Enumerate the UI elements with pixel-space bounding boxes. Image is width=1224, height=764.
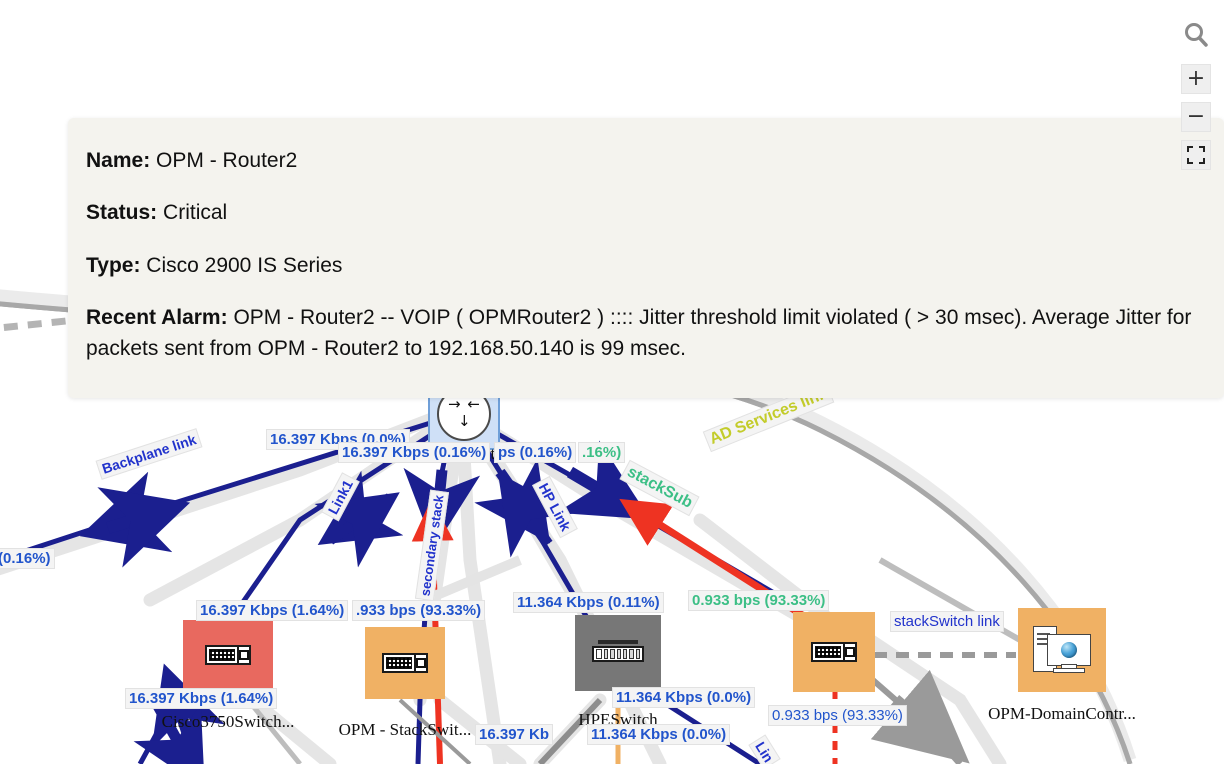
traffic-label-hpe-top[interactable]: 11.364 Kbps (0.11%) [513, 592, 664, 613]
traffic-label-center-b[interactable]: ps (0.16%) [494, 442, 577, 463]
fit-to-screen-button[interactable] [1181, 140, 1211, 170]
node-hpeswitch-box[interactable] [575, 615, 661, 691]
node-domaincontroller[interactable]: OPM-DomainContr... [988, 608, 1136, 723]
traffic-label-hpe-bottom[interactable]: 11.364 Kbps (0.0%) [587, 724, 731, 745]
traffic-label-center-a[interactable]: 16.397 Kbps (0.16%) [338, 442, 491, 463]
traffic-label-hpe-mid[interactable]: 11.364 Kbps (0.0%) [612, 687, 756, 708]
node-hpeswitch[interactable]: HPESwitch [575, 615, 661, 729]
traffic-label-switch1[interactable]: 16.397 Kbps (1.64%) [196, 600, 349, 621]
node-cisco3750-box[interactable] [183, 620, 273, 690]
node-stackswitch1-label: OPM - StackSwit... [338, 720, 472, 739]
node-stackswitch1-box[interactable] [365, 627, 445, 699]
node-cisco3750-label: Cisco3750Switch... [161, 712, 295, 731]
switch-icon [811, 642, 857, 662]
details-row-alarm: Recent Alarm: OPM - Router2 -- VOIP ( OP… [86, 303, 1198, 364]
map-toolbar: + − [1176, 14, 1216, 170]
details-row-name: Name: OPM - Router2 [86, 146, 1198, 176]
node-domaincontroller-box[interactable] [1018, 608, 1106, 692]
zoom-out-button[interactable]: − [1181, 102, 1211, 132]
zoom-in-button[interactable]: + [1181, 64, 1211, 94]
search-button[interactable] [1176, 14, 1216, 56]
link-hpe-gray[interactable] [537, 697, 603, 764]
device-details-panel: Name: OPM - Router2 Status: Critical Typ… [68, 118, 1224, 398]
traffic-label-left-edge[interactable]: (0.16%) [0, 548, 55, 569]
switch-icon [205, 645, 251, 665]
node-stackswitch2-box[interactable] [793, 612, 875, 692]
traffic-label-stack2-bottom[interactable]: 0.933 bps (93.33%) [768, 705, 907, 726]
domain-controller-icon [1033, 626, 1091, 674]
details-row-status: Status: Critical [86, 198, 1198, 228]
details-alarm-value: OPM - Router2 -- VOIP ( OPMRouter2 ) :::… [86, 306, 1192, 360]
traffic-label-switch1b[interactable]: .933 bps (93.33%) [352, 600, 486, 621]
link-stack1-gray[interactable] [398, 698, 472, 764]
switch-icon [382, 653, 428, 673]
details-alarm-key: Recent Alarm: [86, 306, 228, 330]
search-icon [1185, 23, 1208, 47]
details-name-key: Name: [86, 149, 151, 172]
node-stackswitch2[interactable]: OPM-StackSwit... [772, 612, 896, 725]
node-stackswitch1[interactable]: OPM - StackSwit... [339, 627, 471, 739]
zoom-out-label: − [1186, 104, 1206, 129]
link-backplane-arrow-in [97, 487, 191, 568]
link-hp-arrow-b [497, 472, 574, 558]
link-link1-arrow-b [314, 492, 400, 568]
traffic-label-center-c[interactable]: .16%) [578, 442, 626, 463]
details-name-value: OPM - Router2 [156, 149, 298, 172]
details-status-key: Status: [86, 201, 158, 225]
switch-ports-icon [592, 640, 644, 666]
traffic-label-cisco-bottom[interactable]: 16.397 Kbps (1.64%) [125, 688, 278, 709]
details-row-type: Type: Cisco 2900 IS Series [86, 251, 1198, 281]
link-label-stackswitch[interactable]: stackSwitch link [890, 611, 1004, 632]
traffic-label-truncated-left[interactable]: 16.397 Kb [475, 724, 554, 745]
zoom-in-label: + [1186, 66, 1206, 91]
status-badge: Critical [163, 201, 228, 225]
traffic-label-stack2[interactable]: 0.933 bps (93.33%) [688, 590, 830, 611]
node-domaincontroller-label: OPM-DomainContr... [988, 704, 1136, 723]
details-type-key: Type: [86, 253, 141, 277]
fullscreen-icon [1187, 146, 1205, 164]
node-cisco3750[interactable]: Cisco3750Switch... [162, 620, 294, 731]
link-stacksub-arrow [556, 440, 651, 520]
details-type-value: Cisco 2900 IS Series [146, 253, 343, 277]
link-link1-arrow-d [133, 703, 205, 764]
link-misc-halo [423, 555, 522, 605]
